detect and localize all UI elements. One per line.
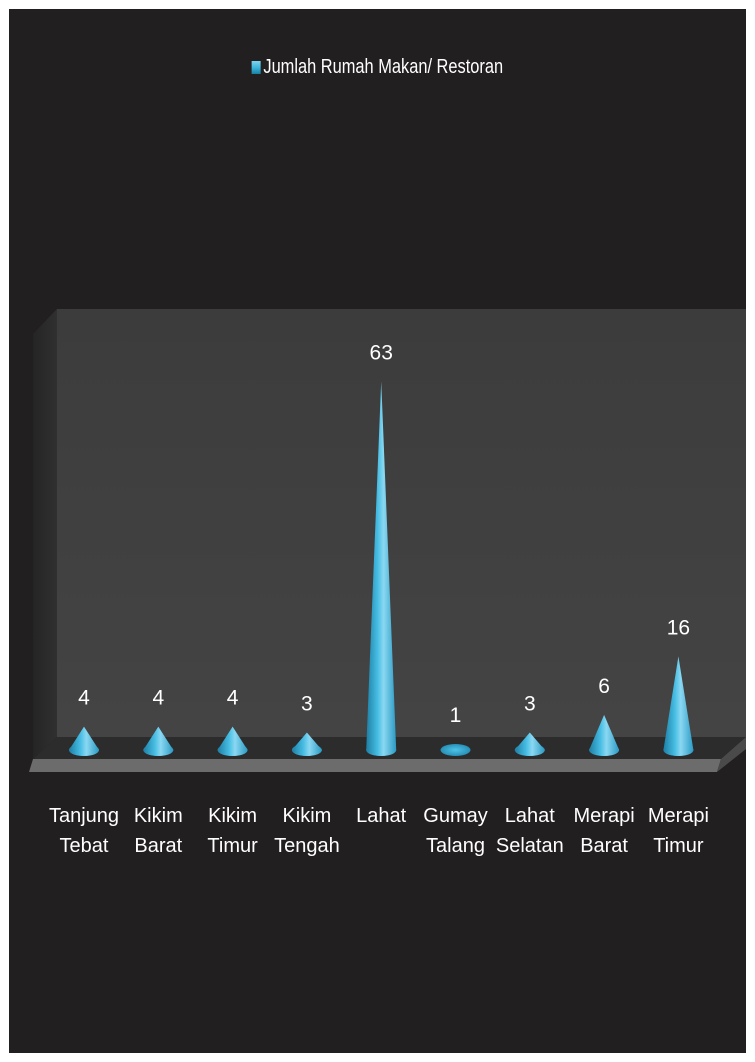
cone-body	[69, 726, 99, 756]
cone-bar	[589, 714, 620, 756]
cone-bar	[217, 726, 248, 756]
data-label: 1	[450, 704, 462, 727]
category-label: Timur	[653, 835, 704, 857]
category-label: Lahat	[356, 805, 406, 827]
data-label: 3	[301, 692, 313, 715]
category-label: Lahat	[505, 805, 555, 827]
category-label: Kikim	[208, 805, 257, 827]
cone-bar	[440, 744, 471, 756]
data-label: 4	[227, 687, 239, 710]
legend-label: Jumlah Rumah Makan/ Restoran	[263, 56, 504, 78]
data-label: 4	[152, 687, 164, 710]
legend: Jumlah Rumah Makan/ Restoran	[75, 56, 679, 79]
data-label: 6	[598, 675, 610, 698]
category-label: Merapi	[574, 805, 635, 827]
cone-bar	[663, 656, 694, 756]
data-label: 3	[524, 692, 536, 715]
chart-marks: 4 Tanjung Tebat 4 Kikim Barat 4 Kikim Timur 3 Kiki…	[49, 341, 709, 857]
category-label: Tanjung	[49, 805, 119, 827]
cone-body	[663, 656, 694, 756]
category-label: Barat	[134, 835, 182, 857]
cone-body	[514, 732, 545, 756]
category-label: Gumay	[423, 805, 487, 827]
data-label: 16	[667, 616, 690, 639]
category-label: Kikim	[282, 805, 331, 827]
back-wall	[57, 309, 746, 737]
side-wall	[33, 309, 57, 759]
floor-edge	[29, 759, 721, 772]
data-label: 63	[370, 341, 393, 364]
category-label: Merapi	[648, 805, 709, 827]
floor-edge-side	[717, 737, 746, 772]
cone-body	[589, 714, 620, 756]
legend-swatch-icon	[251, 61, 261, 74]
cone-body	[291, 732, 322, 756]
category-label: Kikim	[134, 805, 183, 827]
cone-base	[440, 744, 471, 756]
category-label: Tengah	[274, 835, 340, 857]
category-label: Barat	[580, 835, 628, 857]
cone-body	[217, 726, 248, 756]
cone-body	[366, 381, 397, 756]
data-label: 4	[78, 687, 90, 710]
cone-bar	[69, 726, 99, 756]
cone-bar	[366, 381, 397, 756]
chart-plot: 4 Tanjung Tebat 4 Kikim Barat 4 Kikim Timur 3 Kiki…	[29, 309, 746, 857]
cone-body	[143, 726, 174, 756]
category-label: Tebat	[60, 835, 109, 857]
chart-area: Jumlah Rumah Makan/ Restoran	[9, 9, 746, 1053]
category-label: Timur	[207, 835, 258, 857]
cone-bar	[143, 726, 174, 756]
cone-bar	[291, 732, 322, 756]
cone-bar	[514, 732, 545, 756]
category-label: Talang	[426, 835, 485, 857]
category-label: Selatan	[496, 835, 564, 857]
